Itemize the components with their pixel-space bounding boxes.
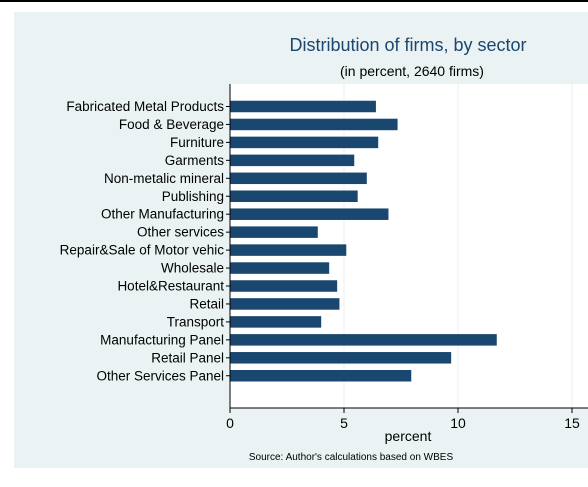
category-label: Furniture [170, 135, 224, 150]
x-axis-title: percent [385, 428, 432, 444]
x-tick-label: 15 [564, 415, 580, 431]
bar [230, 226, 318, 238]
bar [230, 172, 367, 185]
category-label: Food & Beverage [119, 117, 224, 132]
category-label: Fabricated Metal Products [66, 99, 224, 114]
category-label: Non-metalic mineral [104, 171, 224, 186]
bar [230, 208, 389, 220]
category-label: Retail [189, 296, 224, 311]
chart-subtitle: (in percent, 2640 firms) [340, 63, 484, 79]
category-label: Retail Panel [151, 350, 224, 365]
x-axis-ticks: 0 5 10 15 [226, 408, 580, 431]
bar [230, 370, 412, 382]
bar [230, 280, 338, 292]
bar [230, 118, 398, 131]
x-tick-label: 0 [226, 415, 234, 431]
category-label: Wholesale [161, 261, 224, 276]
bar [230, 100, 376, 113]
bar [230, 316, 322, 328]
chart-title: Distribution of firms, by sector [289, 35, 526, 55]
category-label: Other Manufacturing [101, 207, 224, 222]
bar [230, 352, 452, 364]
x-tick-label: 5 [340, 415, 348, 431]
bar [230, 262, 330, 274]
category-labels: Fabricated Metal Products Food & Beverage… [60, 99, 230, 383]
category-label: Other Services Panel [96, 368, 224, 383]
category-label: Garments [165, 153, 225, 168]
category-label: Repair&Sale of Motor vehic [60, 243, 225, 258]
category-label: Publishing [162, 189, 224, 204]
x-tick-label: 10 [450, 415, 466, 431]
bar [230, 190, 358, 202]
bar [230, 136, 379, 149]
bar [230, 154, 355, 167]
bars [230, 100, 497, 382]
category-label: Manufacturing Panel [100, 332, 224, 347]
source-note: Source: Author's calculations based on W… [249, 452, 454, 463]
bar [230, 244, 347, 256]
bar [230, 298, 340, 310]
category-label: Transport [167, 314, 225, 329]
category-label: Other services [137, 225, 224, 240]
bar [230, 334, 497, 346]
category-label: Hotel&Restaurant [117, 279, 224, 294]
